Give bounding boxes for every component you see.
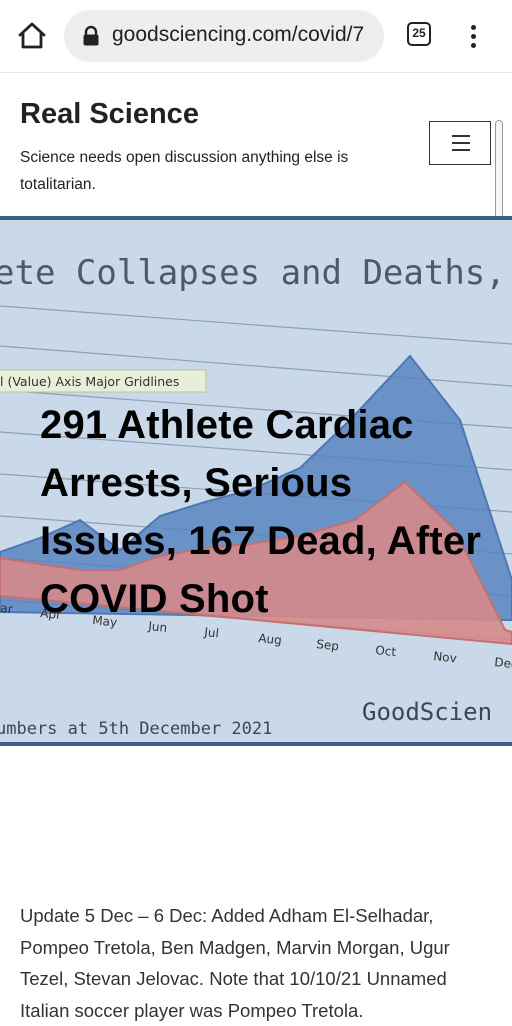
site-title[interactable]: Real Science [20, 98, 199, 130]
url-text: goodsciencing.com/covid/7 [112, 23, 365, 46]
month-label: Dec [494, 655, 512, 671]
hamburger-icon [452, 135, 470, 137]
month-label: Oct [375, 643, 397, 659]
site-tagline: Science needs open discussion anything e… [20, 149, 349, 193]
month-labels: ar Apr May Jun Jul Aug Sep Oct Nov Dec [0, 601, 512, 671]
month-label: ar [0, 601, 13, 616]
gridlines-tooltip: l (Value) Axis Major Gridlines [0, 374, 179, 389]
lock-icon [82, 25, 100, 47]
month-label: Apr [40, 606, 62, 622]
month-label: Aug [258, 631, 283, 647]
month-label: Jun [147, 619, 168, 635]
home-icon[interactable] [14, 20, 50, 52]
month-label: Sep [316, 637, 340, 653]
month-label: Jul [203, 625, 220, 641]
more-vert-icon[interactable] [464, 20, 484, 52]
hamburger-icon-line [452, 142, 470, 144]
menu-toggle-button[interactable] [429, 121, 491, 165]
tabs-icon[interactable]: 25 [407, 22, 431, 46]
month-label: Nov [433, 649, 458, 665]
month-label: May [92, 613, 118, 630]
chart-watermark: GoodScien [362, 698, 492, 726]
chart-image: ete Collapses and Deaths, 2 l (Value) Ax… [0, 253, 512, 739]
article-update-paragraph: Update 5 Dec – 6 Dec: Added Adham El-Sel… [20, 905, 450, 1021]
chart-footer-date: umbers at 5th December 2021 [0, 719, 272, 739]
address-bar[interactable]: goodsciencing.com/covid/7 [64, 10, 384, 62]
red-area [0, 480, 512, 646]
gridlines-tooltip-box [0, 369, 207, 393]
article-heading[interactable]: 291 Athlete Cardiac Arrests, Serious Iss… [40, 403, 482, 621]
featured-image: ete Collapses and Deaths, 2 l (Value) Ax… [0, 216, 512, 746]
chart-title-fragment: ete Collapses and Deaths, 2 [0, 253, 512, 293]
hamburger-icon-line [452, 149, 470, 151]
browser-toolbar: goodsciencing.com/covid/7 25 [0, 0, 512, 73]
